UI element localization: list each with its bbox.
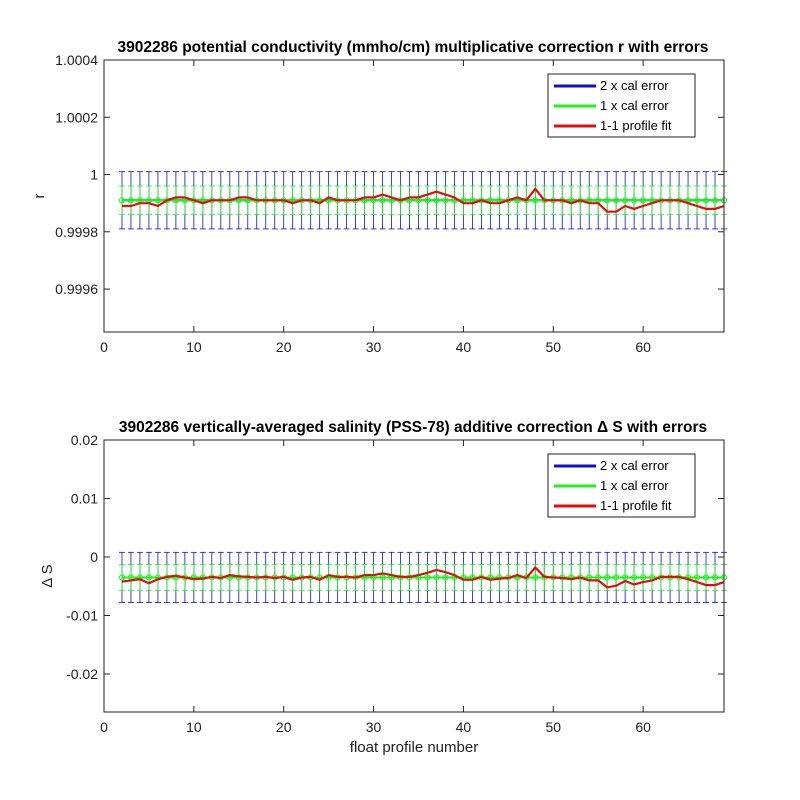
chart-2: 3902286 vertically-averaged salinity (PS… <box>39 419 728 756</box>
chart-1-point-1x <box>424 197 431 204</box>
chart-2-xtick-label: 30 <box>366 719 382 735</box>
chart-2-point-1x <box>145 574 153 581</box>
chart-2-xtick-label: 20 <box>276 719 292 735</box>
chart-1-y-ticks: 0.9996 0.9998 1 1.0002 1.0004 <box>55 52 724 297</box>
chart-2-ytick-label: 0.01 <box>71 490 98 506</box>
chart-2-point-1x <box>604 574 611 581</box>
chart-1-point-1x <box>622 197 629 204</box>
chart-1-point-1x <box>711 197 719 204</box>
chart-1-xtick-label: 10 <box>186 339 202 355</box>
chart-2-plot-frame <box>103 439 725 713</box>
chart-2-legend-label-fit: 1-1 profile fit <box>600 498 672 513</box>
chart-1-plot-frame <box>103 59 725 333</box>
chart-2-xtick-label: 50 <box>545 719 561 735</box>
chart-2-x-ticks: 0 10 20 30 40 50 60 <box>100 440 651 735</box>
chart-2-series-lines <box>118 566 728 589</box>
chart-1-point-1x <box>693 197 701 204</box>
chart-1-series-lines <box>118 187 728 213</box>
chart-2-legend: 2 x cal error 1 x cal error 1-1 profile … <box>547 453 696 518</box>
chart-2-ytick-label: 0.02 <box>71 432 98 448</box>
chart-2-series-fit-line <box>121 566 725 589</box>
chart-1-point-1x <box>379 197 386 204</box>
chart-2-xlabel: float profile number <box>350 739 478 756</box>
chart-1-xtick-label: 50 <box>545 339 561 355</box>
chart-2-point-1x <box>442 574 449 581</box>
chart-1-point-1x <box>631 197 638 204</box>
chart-2-point-1x <box>711 574 719 581</box>
chart-2-point-1x <box>379 574 386 581</box>
chart-1-point-1x <box>154 197 162 204</box>
chart-1-ytick-label: 1.0002 <box>55 109 98 125</box>
chart-1-point-1x <box>442 197 449 204</box>
chart-2-point-1x <box>702 574 710 581</box>
chart-1-point-1x <box>702 197 710 204</box>
chart-1-xtick-label: 30 <box>366 339 382 355</box>
chart-2-point-1x <box>640 574 647 581</box>
chart-2-point-1x <box>424 574 431 581</box>
chart-1-legend-label-fit: 1-1 profile fit <box>600 118 672 133</box>
chart-1-point-1x <box>604 197 611 204</box>
chart-1-title: 3902286 potential conductivity (mmho/cm)… <box>118 39 709 56</box>
chart-2-xtick-label: 10 <box>186 719 202 735</box>
chart-1-ylabel: r <box>31 194 48 199</box>
chart-2-legend-label-1x: 1 x cal error <box>600 478 669 493</box>
chart-1: 3902286 potential conductivity (mmho/cm)… <box>31 39 728 355</box>
chart-1-ytick-label: 1 <box>90 167 98 183</box>
chart-1-xtick-label: 0 <box>100 339 108 355</box>
chart-2-point-1x <box>532 574 539 581</box>
chart-2-point-1x <box>118 574 126 581</box>
chart-1-ytick-label: 1.0004 <box>55 52 98 68</box>
chart-1-ytick-label: 0.9998 <box>55 224 98 240</box>
chart-1-point-1x <box>640 197 647 204</box>
chart-2-xtick-label: 40 <box>456 719 472 735</box>
chart-2-legend-label-2x: 2 x cal error <box>600 458 669 473</box>
chart-2-point-1x <box>613 574 620 581</box>
chart-1-xtick-label: 20 <box>276 339 292 355</box>
chart-1-legend: 2 x cal error 1 x cal error 1-1 profile … <box>547 73 696 138</box>
chart-1-xtick-label: 60 <box>635 339 651 355</box>
chart-1-xtick-label: 40 <box>456 339 472 355</box>
chart-1-legend-label-2x: 2 x cal error <box>600 78 669 93</box>
chart-2-point-1x <box>693 574 701 581</box>
chart-1-ytick-label: 0.9996 <box>55 281 98 297</box>
chart-2-xtick-label: 60 <box>635 719 651 735</box>
chart-2-y-ticks: -0.02 -0.01 0 0.01 0.02 <box>66 432 724 682</box>
chart-2-point-1x <box>433 574 440 581</box>
chart-2-ytick-label: -0.01 <box>66 607 98 623</box>
chart-2-point-1x <box>631 574 638 581</box>
chart-1-point-1x <box>532 197 539 204</box>
chart-2-ytick-label: -0.02 <box>66 666 98 682</box>
chart-2-ylabel: Δ S <box>39 564 56 587</box>
chart-2-ytick-label: 0 <box>90 549 98 565</box>
chart-1-point-1x <box>613 197 620 204</box>
chart-2-xtick-label: 0 <box>100 719 108 735</box>
chart-1-point-1x <box>118 197 126 204</box>
chart-1-x-ticks: 0 10 20 30 40 50 60 <box>100 60 651 355</box>
chart-1-series-fit-line <box>122 187 725 213</box>
chart-1-point-1x <box>433 197 440 204</box>
chart-2-title: 3902286 vertically-averaged salinity (PS… <box>119 419 707 436</box>
chart-1-legend-label-1x: 1 x cal error <box>600 98 669 113</box>
chart-1-point-1x <box>127 197 135 204</box>
